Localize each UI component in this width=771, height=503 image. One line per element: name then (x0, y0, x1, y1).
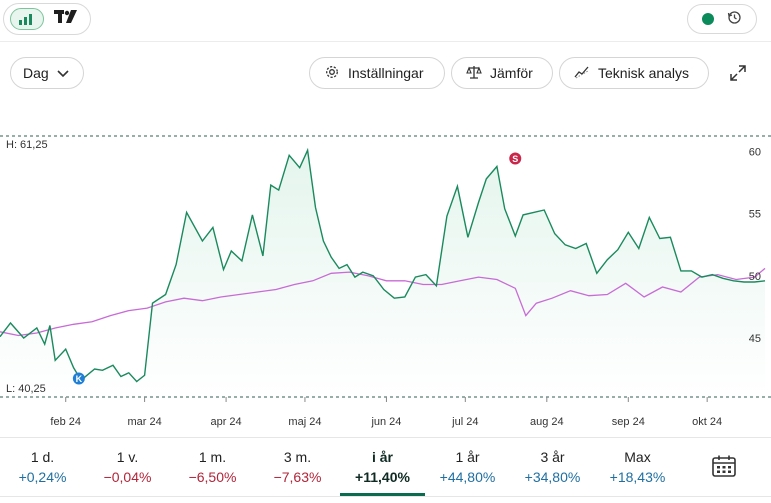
period-tab-label: 1 d. (30, 449, 55, 465)
period-tab[interactable]: Max +18,43% (595, 438, 680, 496)
period-tabs: 1 d. +0,24% 1 v. −0,04% 1 m. −6,50% 3 m. −7,63%… (0, 437, 771, 497)
period-tab-value: −7,63% (273, 469, 322, 485)
chevron-down-icon (57, 65, 69, 81)
period-tab[interactable]: 1 d. +0,24% (0, 438, 85, 496)
live-status-group (687, 4, 757, 34)
period-tab-value: −0,04% (103, 469, 152, 485)
y-tick-label: 50 (749, 271, 761, 283)
index-series-line (0, 267, 766, 337)
period-tab-label: 3 m. (283, 449, 312, 465)
period-tab[interactable]: 1 v. −0,04% (85, 438, 170, 496)
x-tick-label: jul 24 (451, 416, 478, 428)
period-tab[interactable]: 1 m. −6,50% (170, 438, 255, 496)
y-tick-label: 55 (749, 209, 761, 221)
period-tab-label: 1 v. (116, 449, 139, 465)
period-tab[interactable]: i år +11,40% (340, 438, 425, 496)
y-tick-label: 45 (749, 333, 761, 345)
period-tab-label: 3 år (540, 449, 565, 465)
period-tab-label: i år (371, 449, 393, 465)
sell-marker (509, 152, 522, 165)
trend-line-icon (574, 65, 590, 82)
marker-label: S (512, 154, 518, 164)
x-tick-label: aug 24 (530, 416, 564, 428)
marker-label: K (76, 374, 83, 384)
gear-icon (324, 64, 340, 83)
interval-label: Dag (23, 65, 49, 81)
period-tab-value: +34,80% (524, 469, 581, 485)
technical-analysis-button[interactable]: Teknisk analys (559, 57, 709, 89)
settings-label: Inställningar (348, 65, 424, 81)
low-label: L: 40,25 (6, 383, 46, 395)
period-tab[interactable]: 3 år +34,80% (510, 438, 595, 496)
chart-canvas: 60 55 50 45 feb 24 mar 24 apr 24 maj 24 jun 24 ju… (0, 135, 771, 428)
analysis-label: Teknisk analys (598, 65, 690, 81)
settings-button[interactable]: Inställningar (309, 57, 445, 89)
x-tick-label: maj 24 (288, 416, 321, 428)
compare-button[interactable]: Jämför (451, 57, 553, 89)
period-tab-value: +11,40% (355, 469, 410, 485)
high-label: H: 61,25 (6, 139, 48, 151)
stock-series-line (0, 147, 766, 383)
period-tab-label: 1 m. (198, 449, 227, 465)
interval-dropdown[interactable]: Dag (10, 57, 84, 89)
period-tab-label: Max (624, 449, 651, 465)
signal-bars-icon[interactable] (10, 8, 44, 30)
calendar-icon[interactable] (711, 454, 737, 478)
period-tab[interactable]: 1 år +44,80% (425, 438, 510, 496)
period-tab-label: 1 år (455, 449, 480, 465)
period-tab-value: −6,50% (188, 469, 237, 485)
x-tick-label: mar 24 (127, 416, 161, 428)
stock-area-fill (0, 150, 765, 397)
expand-icon[interactable] (728, 63, 748, 83)
chart-tool-group (3, 3, 91, 35)
x-tick-label: feb 24 (50, 416, 81, 428)
top-bar (0, 0, 771, 42)
period-tab-value: +44,80% (439, 469, 496, 485)
period-tab-value: +0,24% (18, 469, 67, 485)
x-tick-label: jun 24 (370, 416, 401, 428)
clock-history-icon[interactable] (726, 9, 742, 30)
x-tick-label: apr 24 (210, 416, 241, 428)
scale-icon (466, 64, 482, 83)
period-tab[interactable]: 3 m. −7,63% (255, 438, 340, 496)
x-tick-label: okt 24 (692, 416, 722, 428)
x-tick-label: sep 24 (612, 416, 645, 428)
price-chart: 60 55 50 45 feb 24 mar 24 apr 24 maj 24 jun 24 ju… (0, 130, 771, 430)
period-tab-value: +18,43% (609, 469, 666, 485)
buy-marker (72, 372, 85, 385)
compare-label: Jämför (490, 65, 533, 81)
y-tick-label: 60 (749, 147, 761, 159)
tradingview-logo-icon[interactable] (54, 10, 80, 28)
green-dot-icon (702, 13, 714, 25)
